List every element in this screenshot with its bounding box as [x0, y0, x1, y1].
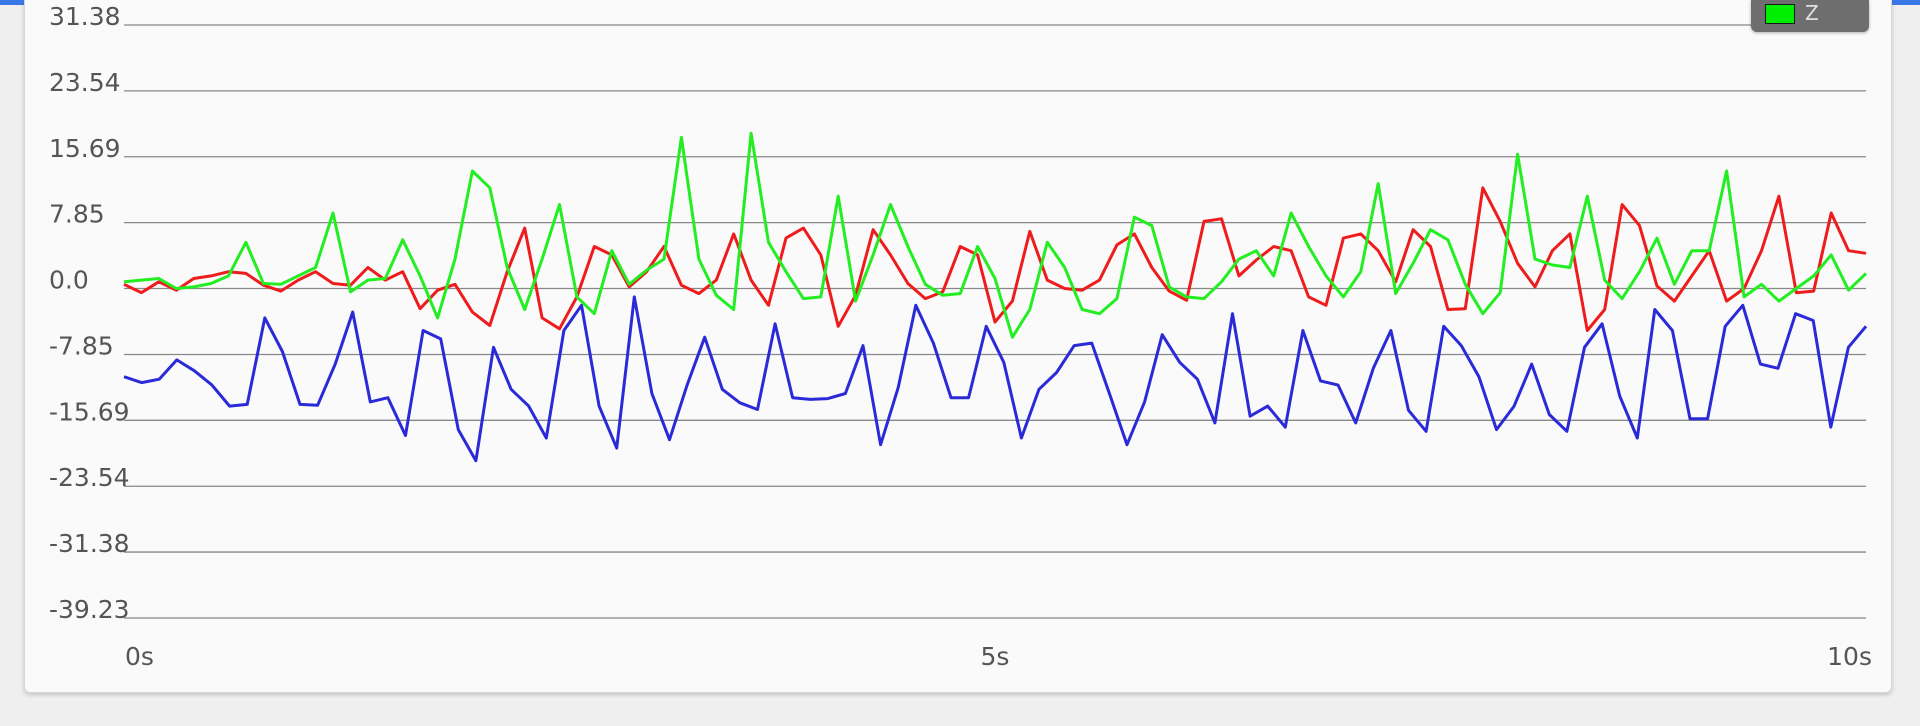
y-tick-label: 15.69	[49, 134, 121, 163]
x-axis-tick-labels: 0s 5s 10s	[125, 642, 1872, 671]
series-line-2	[123, 131, 1868, 339]
series-line-1	[123, 295, 1868, 463]
y-tick-label: 7.85	[49, 200, 105, 229]
y-axis-tick-labels: 31.38 23.54 15.69 7.85 0.0 -7.85 -15.69 -23.54 -…	[49, 2, 130, 624]
y-tick-label: -31.38	[49, 529, 130, 558]
grid-lines	[124, 24, 1866, 619]
y-tick-label: -15.69	[49, 397, 130, 426]
x-tick-label: 10s	[1827, 642, 1872, 671]
legend-label-z: Z	[1805, 1, 1819, 25]
x-tick-label: 0s	[125, 642, 154, 671]
y-tick-label: -23.54	[49, 463, 130, 492]
y-tick-label: -39.23	[49, 595, 130, 624]
series-line-0	[123, 186, 1867, 332]
y-tick-label: 31.38	[49, 2, 121, 31]
legend[interactable]: Z	[1751, 0, 1869, 32]
chart-card: 31.38 23.54 15.69 7.85 0.0 -7.85 -15.69 -23.54 -…	[24, 0, 1892, 693]
line-chart: 31.38 23.54 15.69 7.85 0.0 -7.85 -15.69 -23.54 -…	[49, 2, 1872, 671]
y-tick-label: 0.0	[49, 266, 89, 295]
legend-swatch-z	[1765, 4, 1795, 24]
y-tick-label: 23.54	[49, 68, 121, 97]
x-tick-label: 5s	[981, 642, 1010, 671]
series-lines	[123, 131, 1868, 463]
y-tick-label: -7.85	[49, 331, 114, 360]
